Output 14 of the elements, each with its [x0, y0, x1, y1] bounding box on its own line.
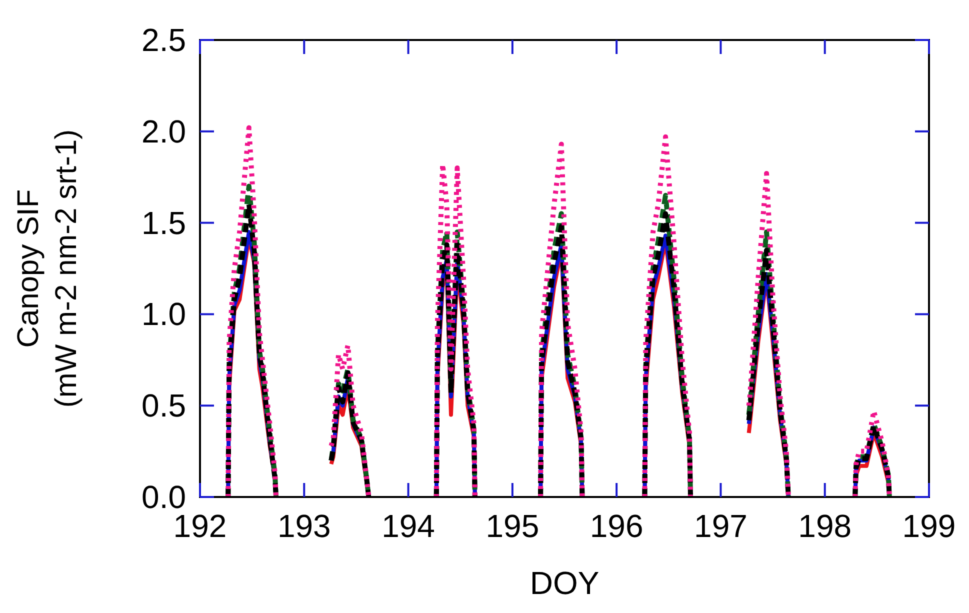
x-tick-label: 197: [694, 508, 748, 544]
x-tick-label: 196: [590, 508, 644, 544]
y-tick-label: 2.5: [142, 22, 186, 58]
x-tick-label: 194: [382, 508, 435, 544]
y-tick-label: 0.5: [142, 388, 186, 424]
x-tick-label: 199: [902, 508, 956, 544]
x-tick-label: 195: [486, 508, 540, 544]
y-tick-label: 1.0: [142, 296, 186, 332]
y-axis-title: Canopy SIF (mW m-2 nm-2 srt-1): [12, 129, 83, 408]
y-tick-label: 1.5: [142, 204, 186, 241]
x-tick-label: 198: [798, 508, 852, 544]
x-tick-label: 193: [277, 508, 331, 544]
y-tick-label: 2.0: [142, 113, 186, 150]
x-axis-title: DOY: [530, 565, 600, 601]
